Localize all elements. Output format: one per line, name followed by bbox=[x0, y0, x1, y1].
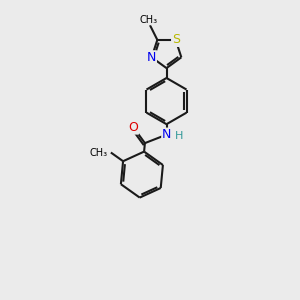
Text: N: N bbox=[162, 128, 171, 141]
Text: S: S bbox=[172, 33, 180, 46]
Text: O: O bbox=[129, 121, 138, 134]
Text: N: N bbox=[147, 51, 156, 64]
Text: CH₃: CH₃ bbox=[89, 148, 107, 158]
Text: H: H bbox=[175, 131, 183, 141]
Text: CH₃: CH₃ bbox=[140, 15, 158, 25]
